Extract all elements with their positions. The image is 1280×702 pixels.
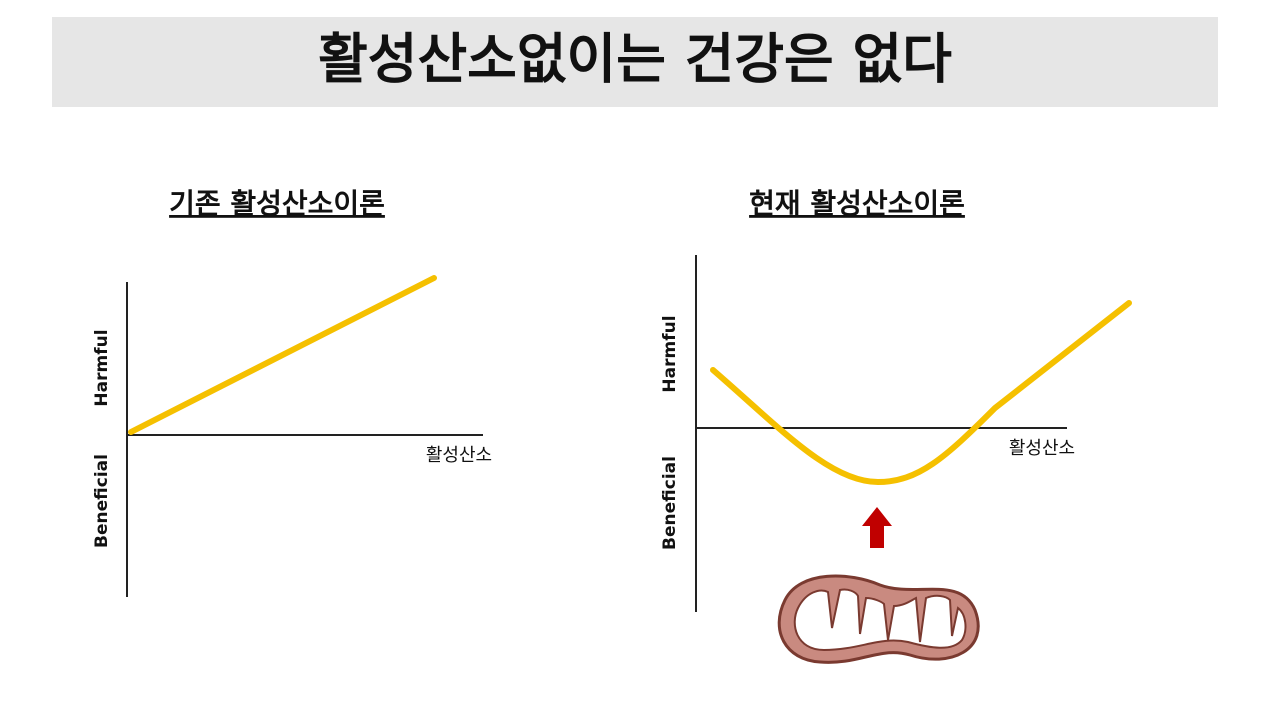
y-top-label: Harmful — [92, 329, 112, 406]
slide-title: 활성산소없이는 건강은 없다 — [318, 28, 952, 91]
x-label: 활성산소 — [1009, 438, 1075, 459]
mitochondrion — [777, 574, 980, 664]
y-bottom-label: Beneficial — [660, 456, 680, 550]
arrow — [862, 507, 892, 548]
y-top-label: Harmful — [660, 315, 680, 392]
curve — [128, 275, 437, 435]
panel-heading: 기존 활성산소이론 — [169, 187, 385, 220]
y-bottom-label: Beneficial — [92, 454, 112, 548]
curve — [710, 300, 1132, 486]
title-bar — [52, 17, 1218, 107]
x-label: 활성산소 — [426, 445, 492, 466]
panel-heading: 현재 활성산소이론 — [749, 187, 965, 220]
